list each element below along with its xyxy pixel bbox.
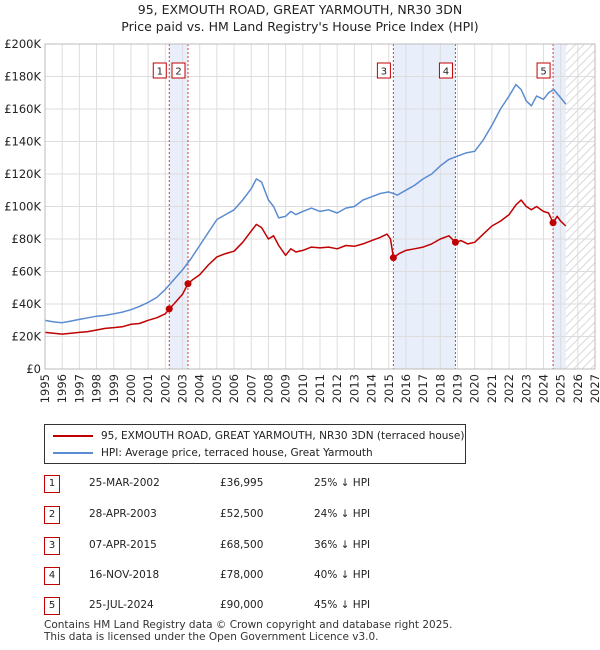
- transaction-box: [438, 62, 453, 79]
- x-tick-label: 1996: [55, 374, 69, 403]
- transaction-price: £90,000: [220, 599, 264, 611]
- x-tick-label: 2026: [571, 374, 585, 403]
- footer-copyright: Contains HM Land Registry data © Crown c…: [44, 619, 453, 631]
- transaction-price: £78,000: [220, 569, 264, 581]
- x-tick-label: 2001: [141, 374, 155, 403]
- x-tick-label: 2017: [416, 374, 430, 403]
- transaction-hpi-delta: 25% ↓ HPI: [314, 477, 371, 489]
- y-tick-label: £0: [26, 362, 41, 376]
- transaction-number: 2: [44, 506, 60, 524]
- transaction-marker: [451, 238, 459, 246]
- transaction-box-label: 3: [381, 67, 387, 78]
- transaction-box-label: 1: [157, 67, 163, 78]
- x-tick-label: 2005: [210, 374, 224, 403]
- transaction-number: 1: [44, 475, 60, 493]
- x-tick-label: 1997: [72, 374, 86, 403]
- transaction-number: 5: [44, 597, 60, 615]
- transaction-box-label: 5: [540, 67, 546, 78]
- y-tick-label: £40K: [12, 297, 42, 311]
- transaction-number: 3: [44, 537, 60, 555]
- transaction-date: 25-JUL-2024: [89, 599, 154, 611]
- transaction-price: £68,500: [220, 539, 264, 551]
- x-tick-label: 2002: [158, 374, 172, 403]
- transaction-marker: [549, 219, 557, 227]
- y-tick-label: £100K: [4, 200, 41, 214]
- transaction-price: £36,995: [220, 477, 264, 489]
- transaction-date: 07-APR-2015: [89, 539, 157, 551]
- x-tick-label: 2012: [330, 374, 344, 403]
- legend-item-hpi: HPI: Average price, terraced house, Grea…: [53, 445, 373, 461]
- transaction-price: £52,500: [220, 508, 264, 520]
- price-paid-line: [45, 199, 567, 335]
- x-tick-label: 2006: [227, 374, 241, 403]
- x-tick-label: 1999: [107, 374, 121, 403]
- transaction-marker: [184, 280, 192, 288]
- y-tick-label: £80K: [12, 232, 42, 246]
- y-tick-label: £120K: [4, 167, 41, 181]
- x-tick-label: 2019: [451, 374, 465, 403]
- y-tick-label: £160K: [4, 102, 41, 116]
- chart-title: 95, EXMOUTH ROAD, GREAT YARMOUTH, NR30 3…: [137, 2, 463, 17]
- chart-subtitle: Price paid vs. HM Land Registry's House …: [121, 19, 479, 34]
- y-tick-label: £60K: [12, 265, 42, 279]
- x-tick-label: 2010: [296, 374, 310, 403]
- transaction-hpi-delta: 40% ↓ HPI: [314, 569, 371, 581]
- x-tick-label: 2022: [502, 374, 516, 403]
- x-tick-label: 2018: [433, 374, 447, 403]
- legend-swatch-hpi: [53, 452, 93, 454]
- transaction-box-label: 2: [175, 67, 181, 78]
- x-tick-label: 2020: [468, 374, 482, 403]
- x-tick-label: 1998: [90, 374, 104, 403]
- footer-licence: This data is licensed under the Open Gov…: [44, 631, 379, 643]
- plot-frame: [44, 43, 596, 370]
- transaction-box: [536, 62, 551, 79]
- x-tick-label: 2025: [554, 374, 568, 403]
- x-tick-label: 2007: [244, 374, 258, 403]
- x-tick-label: 2015: [382, 374, 396, 403]
- transaction-marker: [389, 254, 397, 262]
- transaction-box-label: 4: [443, 67, 449, 78]
- y-tick-label: £140K: [4, 135, 41, 149]
- x-tick-label: 2014: [365, 374, 379, 403]
- x-tick-label: 1995: [38, 374, 52, 403]
- hpi-line: [45, 83, 567, 324]
- x-tick-label: 2003: [176, 374, 190, 403]
- x-tick-label: 2024: [536, 374, 550, 403]
- transaction-date: 25-MAR-2002: [89, 477, 160, 489]
- legend-label-hpi: HPI: Average price, terraced house, Grea…: [101, 447, 373, 459]
- transaction-date: 16-NOV-2018: [89, 569, 160, 581]
- x-tick-label: 2011: [313, 374, 327, 403]
- x-tick-label: 2023: [519, 374, 533, 403]
- transaction-date: 28-APR-2003: [89, 508, 157, 520]
- transaction-box: [171, 62, 186, 79]
- price-chart: 1 2 3 4 5 £0 £20K £40K £60K £80K £100K £120K £140K £…: [4, 37, 600, 403]
- x-tick-label: 2013: [347, 374, 361, 403]
- x-tick-label: 2027: [588, 374, 600, 403]
- transaction-hpi-delta: 24% ↓ HPI: [314, 508, 371, 520]
- transaction-marker: [165, 305, 173, 313]
- y-tick-label: £200K: [4, 37, 41, 51]
- x-tick-label: 2008: [261, 374, 275, 403]
- transaction-box: [152, 62, 167, 79]
- transaction-hpi-delta: 36% ↓ HPI: [314, 539, 371, 551]
- x-tick-label: 2000: [124, 374, 138, 403]
- x-tick-label: 2004: [193, 374, 207, 403]
- legend-item-price: 95, EXMOUTH ROAD, GREAT YARMOUTH, NR30 3…: [53, 428, 464, 444]
- transaction-number: 4: [44, 567, 60, 585]
- legend-label-price: 95, EXMOUTH ROAD, GREAT YARMOUTH, NR30 3…: [101, 430, 465, 442]
- x-tick-label: 2009: [279, 374, 293, 403]
- y-tick-label: £20K: [12, 330, 42, 344]
- transaction-box: [376, 62, 391, 79]
- x-tick-label: 2021: [485, 374, 499, 403]
- legend-swatch-price: [53, 435, 93, 437]
- y-tick-label: £180K: [4, 70, 41, 84]
- legend: 95, EXMOUTH ROAD, GREAT YARMOUTH, NR30 3…: [44, 424, 466, 464]
- x-tick-label: 2016: [399, 374, 413, 403]
- transaction-hpi-delta: 45% ↓ HPI: [314, 599, 371, 611]
